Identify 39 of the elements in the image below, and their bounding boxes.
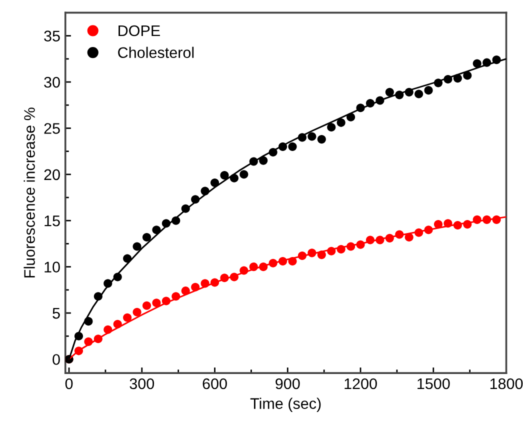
point <box>308 132 316 141</box>
point <box>336 118 346 127</box>
x-tick-label: 600 <box>202 378 227 390</box>
x-tick-label: 1500 <box>418 378 450 390</box>
x-tick-label: 300 <box>130 378 154 390</box>
x-tick-label: 0 <box>65 378 73 390</box>
legend-label: DOPE <box>118 25 160 36</box>
legend-label: Cholesterol <box>118 46 194 58</box>
point <box>259 156 268 165</box>
y-tick-label: 35 <box>44 30 60 42</box>
y-tick-label: 25 <box>44 123 60 134</box>
y-tick-label: 15 <box>44 216 60 226</box>
point <box>424 86 433 95</box>
point <box>132 242 142 251</box>
point <box>240 170 248 179</box>
point <box>142 301 152 310</box>
y-tick-label: 0 <box>52 354 60 365</box>
y-tick-label: 5 <box>52 308 60 319</box>
point <box>327 122 336 132</box>
point <box>123 313 132 322</box>
point <box>472 59 482 68</box>
y-tick-label: 30 <box>44 76 60 88</box>
point <box>288 142 297 151</box>
point <box>152 298 161 308</box>
point <box>463 71 472 80</box>
point <box>210 178 220 188</box>
point <box>132 308 142 316</box>
point <box>385 88 394 96</box>
point <box>142 232 152 242</box>
point <box>220 171 229 180</box>
y-tick-label: 20 <box>44 169 60 180</box>
x-tick-label: 900 <box>276 378 300 390</box>
point <box>414 90 424 98</box>
y-axis-title: Fluorescence increase % <box>24 108 35 278</box>
point <box>317 135 326 144</box>
x-axis-title: Time (sec) <box>250 398 321 412</box>
x-tick-label: 1200 <box>344 378 377 390</box>
x-tick-label: 1800 <box>490 378 523 390</box>
y-tick-label: 10 <box>44 262 60 272</box>
